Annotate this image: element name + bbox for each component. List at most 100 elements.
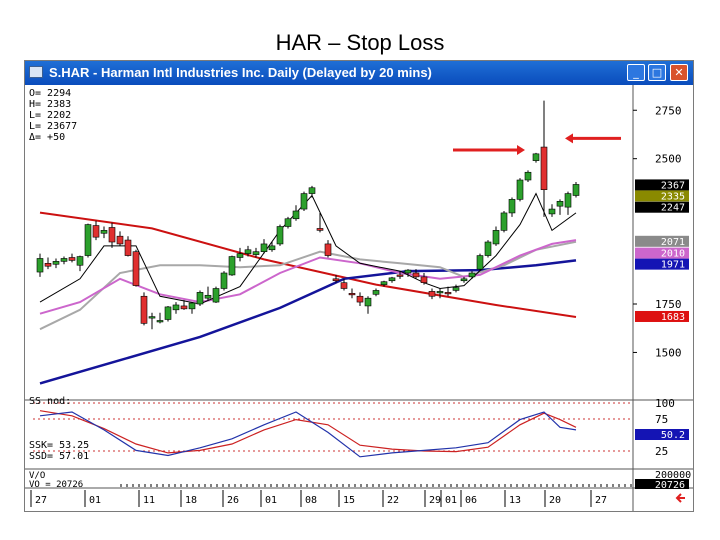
candle-body [396, 274, 404, 277]
date-tick-label: 27 [35, 495, 47, 506]
stoch-series-line [39, 411, 577, 458]
candle-body [300, 193, 308, 210]
candle-body [204, 294, 212, 299]
price-info-line: H= 2383 [29, 99, 71, 110]
price-tick-label: 1500 [655, 346, 682, 359]
candle-body [44, 263, 52, 267]
candle-body [268, 245, 276, 251]
candle-body [276, 226, 284, 245]
candle-body [340, 282, 348, 289]
candle-body [36, 258, 44, 273]
candle-body [116, 235, 124, 245]
candle-body [444, 292, 452, 295]
price-value-label-bg [635, 179, 689, 191]
candle-body [556, 201, 564, 207]
price-value-label: 1683 [661, 312, 685, 323]
date-tick-label: 18 [185, 495, 197, 506]
stoch-tick-label: 100 [655, 397, 675, 410]
candle-body [348, 293, 356, 296]
close-button[interactable]: ✕ [670, 64, 688, 81]
date-tick-label: 01 [445, 495, 457, 506]
price-value-label-bg [635, 235, 689, 247]
candle-body [332, 278, 340, 282]
price-value-label: 2335 [661, 191, 685, 202]
minimize-button[interactable]: _ [627, 64, 645, 81]
date-tick-label: 06 [465, 495, 477, 506]
candle-body [132, 251, 140, 286]
date-tick-label: 08 [305, 495, 317, 506]
candle-body [284, 218, 292, 227]
candle-body [364, 297, 372, 307]
stoch-legend-line: SSK= 53.25 [29, 440, 89, 451]
price-info-line: Δ= +50 [29, 132, 65, 143]
volume-legend: VO = 20726 [29, 480, 83, 490]
candle-body [100, 230, 108, 234]
candle-body [508, 199, 516, 214]
candle-body [92, 225, 100, 238]
candle-body [540, 146, 548, 190]
candle-body [516, 179, 524, 200]
price-value-label: 2071 [661, 237, 685, 248]
volume-header: V/O [29, 471, 45, 481]
candle-body [564, 193, 572, 208]
price-tick-label: 2750 [655, 104, 682, 117]
date-tick-label: 27 [595, 495, 607, 506]
candle-body [164, 306, 172, 320]
candle-body [404, 269, 412, 274]
moving-average-line [39, 211, 577, 318]
window-title: S.HAR - Harman Intl Industries Inc. Dail… [49, 65, 432, 80]
price-value-label-bg [635, 201, 689, 213]
candle-body [452, 287, 460, 291]
price-value-label: 1971 [661, 260, 685, 271]
candle-body [532, 153, 540, 161]
candle-body [180, 305, 188, 310]
candle-body [308, 187, 316, 194]
stoch-value-label-bg [635, 429, 689, 440]
date-tick-label: 15 [343, 495, 355, 506]
maximize-button[interactable]: □ [648, 64, 666, 81]
price-value-label-bg [635, 190, 689, 202]
date-tick-label: 01 [265, 495, 277, 506]
candle-body [316, 228, 324, 231]
price-value-label: 2247 [661, 203, 685, 214]
date-tick-label: 11 [143, 495, 155, 506]
chart-app-icon [29, 66, 43, 78]
candle-body [68, 257, 76, 261]
candle-body [196, 292, 204, 305]
window-titlebar[interactable]: S.HAR - Harman Intl Industries Inc. Dail… [25, 61, 693, 85]
candle-body [148, 316, 156, 319]
candle-body [124, 239, 132, 256]
price-tick-label: 2500 [655, 153, 682, 166]
slide-title: HAR – Stop Loss [275, 30, 445, 55]
candle-body [460, 278, 468, 282]
volume-tick-label: 200000 [655, 470, 691, 481]
candle-body [468, 272, 476, 278]
candle-body [372, 290, 380, 295]
candle-body [428, 291, 436, 297]
candle-body [236, 253, 244, 258]
candle-body [220, 272, 228, 289]
date-tick-label: 29 [429, 495, 441, 506]
stoch-legend-line: SSD= 57.01 [29, 451, 89, 462]
candle-body [412, 272, 420, 278]
candle-body [60, 258, 68, 262]
date-tick-label: 22 [387, 495, 399, 506]
candle-body [52, 261, 60, 265]
stoch-header: SS nod: [29, 396, 71, 407]
candle-body [484, 241, 492, 256]
candle-body [172, 304, 180, 311]
chart-window: S.HAR - Harman Intl Industries Inc. Dail… [24, 60, 694, 512]
stoch-tick-label: 25 [655, 445, 668, 458]
candle-body [260, 243, 268, 252]
candle-body [500, 212, 508, 231]
candle-body [228, 256, 236, 276]
price-info-line: L= 2202 [29, 110, 71, 121]
candle-body [156, 320, 164, 323]
candle-body [420, 276, 428, 283]
candle-body [380, 281, 388, 285]
price-tick-label: 1750 [655, 298, 682, 311]
candle-body [492, 230, 500, 245]
stoch-value-label: 50.2 [661, 430, 685, 441]
candle-body [244, 249, 252, 254]
